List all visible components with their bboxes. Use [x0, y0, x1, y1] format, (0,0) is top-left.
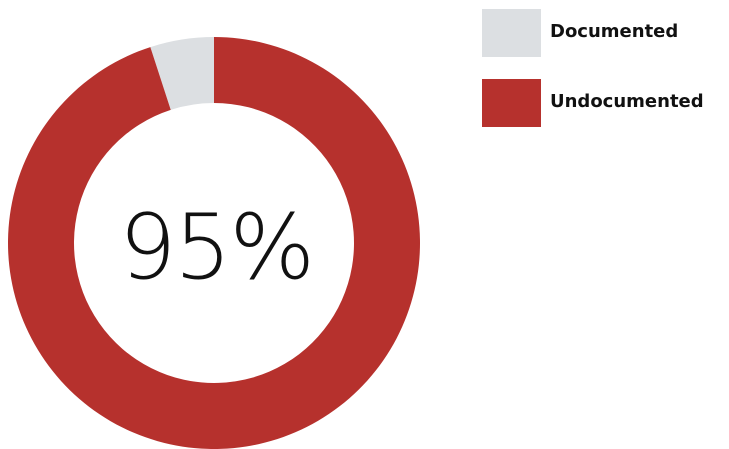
legend-label-documented: Documented — [550, 21, 679, 42]
legend-label-undocumented: Undocumented — [550, 91, 704, 112]
center-percent-label: 95% — [119, 195, 313, 300]
donut-slices — [8, 37, 421, 449]
legend: Documented Undocumented — [482, 9, 727, 149]
legend-item-undocumented: Undocumented — [482, 79, 727, 127]
legend-swatch-undocumented — [482, 79, 541, 127]
legend-swatch-documented — [482, 9, 541, 57]
slice-undocumented — [8, 37, 421, 449]
slice-documented — [150, 37, 214, 110]
legend-item-documented: Documented — [482, 9, 727, 57]
